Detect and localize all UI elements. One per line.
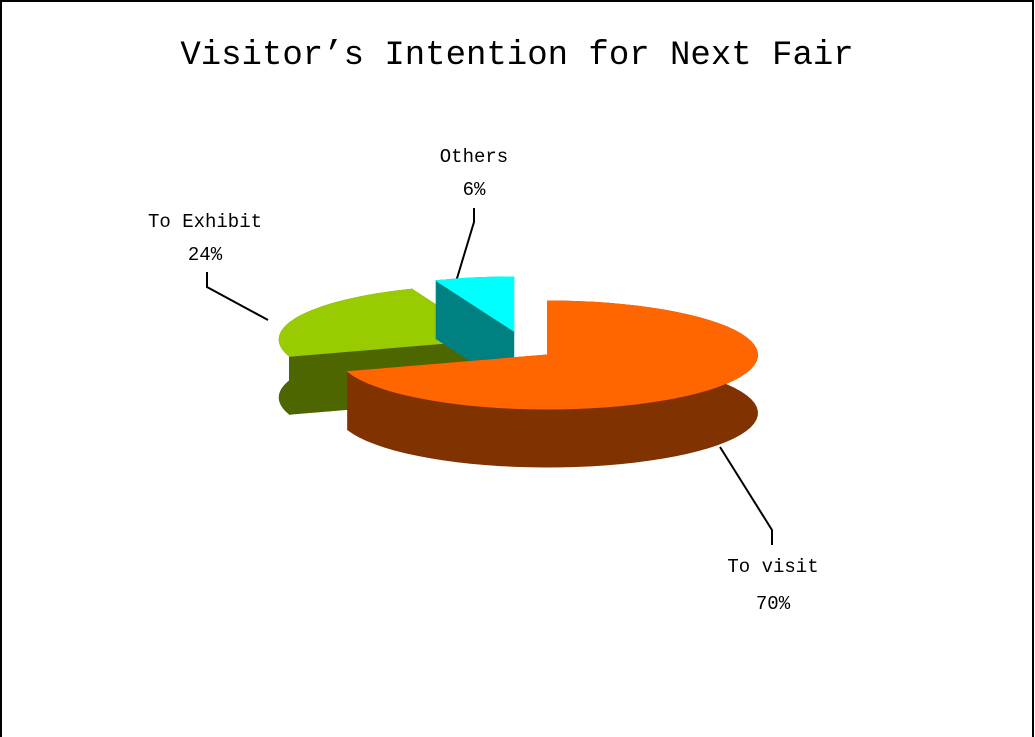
leader-line xyxy=(454,208,475,286)
slice-label: To Exhibit xyxy=(148,211,262,233)
leader-line xyxy=(719,446,773,545)
slice-label: Others xyxy=(440,146,508,168)
pie-slice xyxy=(346,300,758,468)
slice-top xyxy=(434,276,515,332)
leader-line xyxy=(206,272,269,321)
slice-value-label: 70% xyxy=(756,593,791,615)
slice-value-label: 24% xyxy=(188,244,223,266)
chart-title: Visitor’s Intention for Next Fair xyxy=(180,37,853,75)
pie-slice xyxy=(434,276,515,390)
pie xyxy=(278,276,758,468)
slice-value-label: 6% xyxy=(463,179,486,201)
slice-label: To visit xyxy=(727,556,818,578)
slice-top xyxy=(346,300,758,410)
